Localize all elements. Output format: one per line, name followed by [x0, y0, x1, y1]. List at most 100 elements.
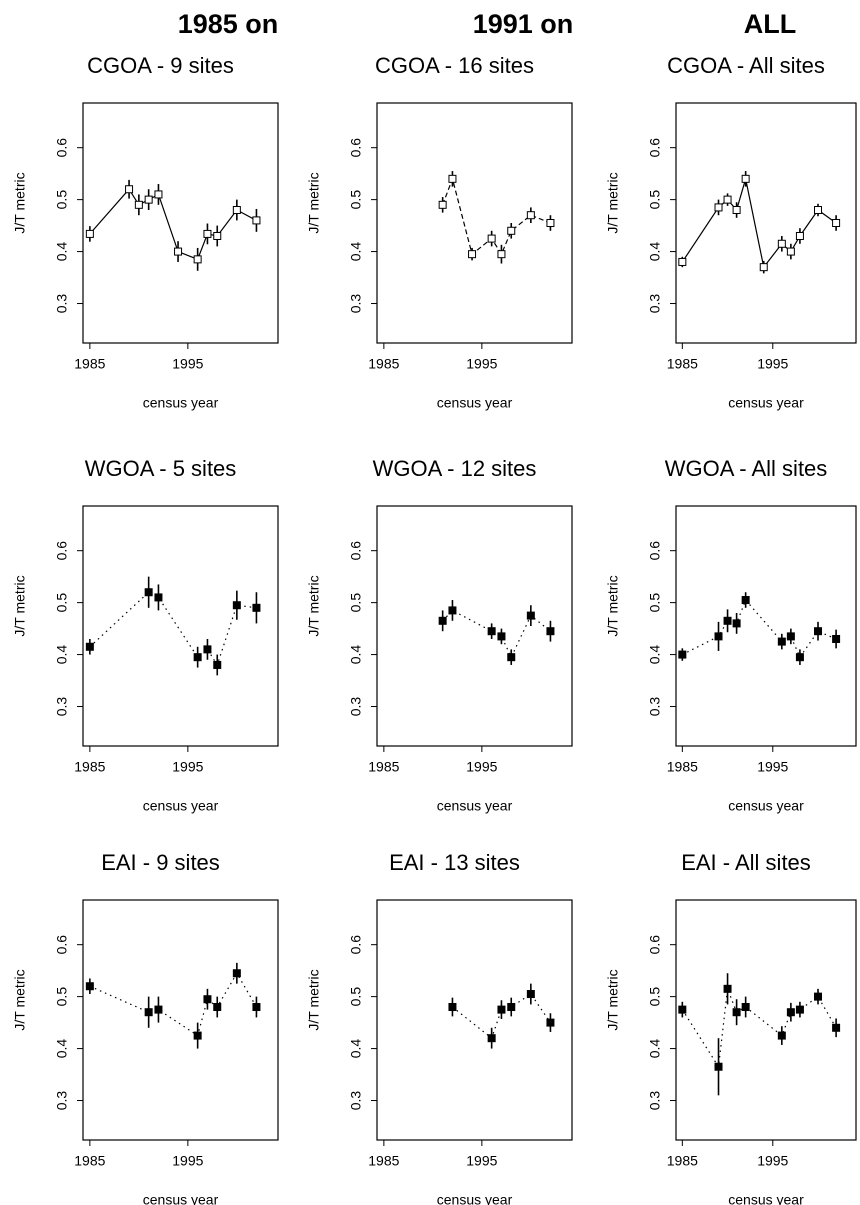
data-line	[89, 972, 257, 1037]
x-axis-label: census year	[728, 798, 804, 814]
x-axis-label: census year	[437, 1192, 513, 1205]
plot-frame	[82, 102, 279, 344]
marker	[786, 247, 795, 256]
chart-title: EAI - 13 sites	[389, 850, 520, 875]
chart-title: CGOA - 16 sites	[375, 53, 534, 78]
marker	[507, 226, 516, 235]
chart-title: CGOA - All sites	[667, 53, 825, 78]
y-tick-label: 0.5	[348, 190, 364, 210]
marker	[213, 231, 222, 240]
y-tick-label: 0.5	[54, 987, 70, 1007]
marker	[795, 1005, 804, 1014]
y-axis-label: J/T metric	[605, 172, 621, 233]
marker	[252, 216, 261, 225]
marker	[497, 1005, 506, 1014]
marker	[144, 195, 153, 204]
marker	[714, 632, 723, 641]
y-tick-label: 0.5	[54, 190, 70, 210]
marker	[203, 645, 212, 654]
marker	[144, 588, 153, 597]
y-tick-label: 0.6	[54, 541, 70, 561]
marker	[723, 984, 732, 993]
marker	[678, 650, 687, 659]
marker	[507, 653, 516, 662]
y-tick-label: 0.4	[647, 645, 663, 665]
marker	[487, 1034, 496, 1043]
marker	[795, 653, 804, 662]
plot-frame	[82, 899, 279, 1141]
y-axis-label: J/T metric	[605, 969, 621, 1030]
plot-frame	[376, 899, 573, 1141]
x-tick-label: 1985	[74, 759, 105, 775]
chart-title: EAI - 9 sites	[101, 850, 220, 875]
marker	[777, 1031, 786, 1040]
y-axis-label: J/T metric	[605, 575, 621, 636]
column-header: ALL	[744, 9, 796, 39]
marker	[154, 593, 163, 602]
y-tick-label: 0.3	[348, 1091, 364, 1111]
y-tick-label: 0.3	[54, 294, 70, 314]
y-tick-label: 0.4	[348, 242, 364, 262]
marker	[144, 1008, 153, 1017]
y-tick-label: 0.4	[54, 242, 70, 262]
marker	[174, 247, 183, 256]
marker	[814, 206, 823, 215]
chart-title: WGOA - 5 sites	[85, 456, 237, 481]
x-tick-label: 1995	[466, 356, 497, 372]
y-axis-label: J/T metric	[306, 575, 322, 636]
y-tick-label: 0.3	[54, 697, 70, 717]
x-tick-label: 1995	[172, 1153, 203, 1169]
x-axis-label: census year	[143, 1192, 219, 1205]
y-axis-label: J/T metric	[12, 172, 28, 233]
marker	[203, 995, 212, 1004]
marker	[759, 263, 768, 272]
x-tick-label: 1995	[466, 759, 497, 775]
chart-title: WGOA - 12 sites	[373, 456, 537, 481]
marker	[777, 239, 786, 248]
data-line	[682, 598, 837, 659]
x-tick-label: 1995	[466, 1153, 497, 1169]
y-tick-label: 0.3	[647, 294, 663, 314]
marker	[154, 190, 163, 199]
x-tick-label: 1985	[368, 759, 399, 775]
y-tick-label: 0.6	[348, 138, 364, 158]
x-tick-label: 1985	[667, 1153, 698, 1169]
chart-title: EAI - All sites	[681, 850, 811, 875]
data-line	[681, 178, 837, 269]
y-tick-label: 0.3	[54, 1091, 70, 1111]
y-axis-label: J/T metric	[12, 575, 28, 636]
marker	[507, 1003, 516, 1012]
marker	[438, 200, 447, 209]
x-tick-label: 1985	[74, 356, 105, 372]
y-tick-label: 0.5	[647, 190, 663, 210]
marker	[546, 219, 555, 227]
marker	[497, 250, 506, 259]
y-tick-label: 0.6	[647, 935, 663, 955]
marker	[814, 992, 823, 1001]
x-tick-label: 1985	[667, 759, 698, 775]
marker	[832, 1023, 841, 1032]
marker	[438, 616, 447, 625]
marker	[786, 632, 795, 641]
marker	[814, 627, 823, 636]
marker	[85, 642, 94, 651]
marker	[468, 250, 477, 259]
x-tick-label: 1995	[757, 759, 788, 775]
marker	[213, 1003, 222, 1012]
x-tick-label: 1985	[667, 356, 698, 372]
marker	[497, 632, 506, 641]
x-tick-label: 1985	[368, 1153, 399, 1169]
marker	[732, 206, 741, 215]
marker	[448, 1003, 457, 1012]
y-tick-label: 0.5	[647, 593, 663, 613]
x-tick-label: 1995	[757, 1153, 788, 1169]
plot-frame	[376, 505, 573, 747]
marker	[134, 200, 143, 209]
column-header: 1991 on	[473, 9, 574, 39]
marker	[546, 1018, 555, 1027]
marker	[741, 596, 750, 605]
plot-frame	[675, 505, 857, 747]
marker	[732, 619, 741, 628]
plot-frame	[82, 505, 279, 747]
data-line	[681, 988, 837, 1069]
